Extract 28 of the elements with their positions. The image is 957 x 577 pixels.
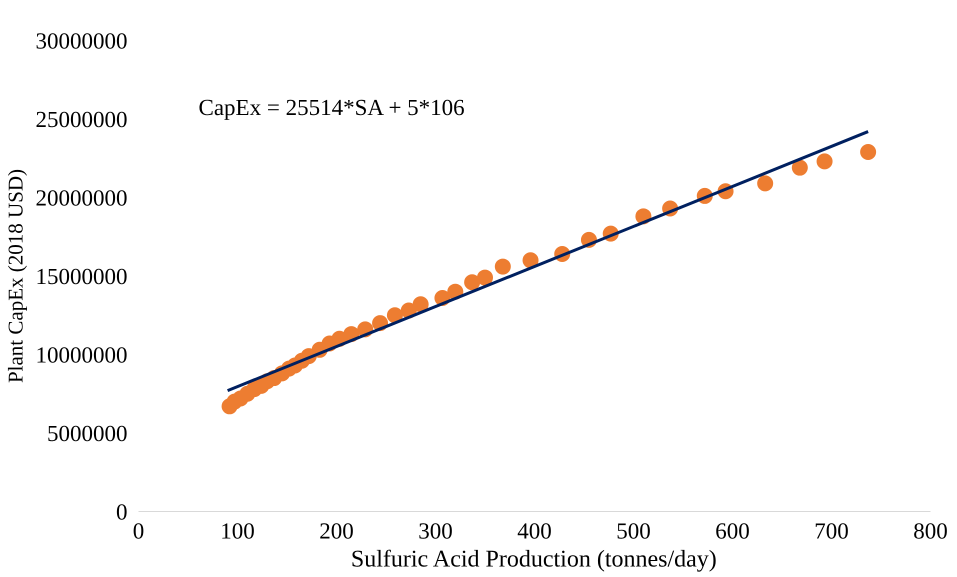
x-tick-label: 500 (616, 518, 651, 544)
y-tick-label: 30000000 (36, 28, 128, 54)
y-tick-label: 15000000 (36, 264, 128, 289)
y-tick-label: 10000000 (36, 342, 128, 368)
x-tick-label: 800 (913, 518, 948, 544)
x-axis-title: Sulfuric Acid Production (tonnes/day) (350, 546, 717, 572)
point (494, 258, 511, 275)
point (412, 296, 429, 312)
x-tick-label: 600 (715, 518, 750, 544)
point (477, 270, 493, 286)
y-tick-label: 5000000 (47, 421, 128, 446)
point (792, 160, 808, 176)
y-axis-title: Plant CapEx (2018 USD) (4, 168, 28, 384)
x-tick-label: 200 (319, 518, 354, 544)
point (757, 175, 774, 192)
x-tick-label: 700 (814, 518, 849, 544)
x-tick-label: 100 (220, 518, 255, 544)
y-tick-label: 0 (116, 500, 128, 524)
x-tick-label: 0 (132, 518, 144, 544)
point (816, 153, 833, 170)
y-tick-label: 25000000 (36, 107, 128, 132)
point (522, 252, 539, 268)
point (860, 144, 876, 160)
x-tick-label: 300 (418, 518, 453, 544)
annotation: CapEx = 25514*SA + 5*106 (198, 95, 465, 120)
y-tick-label: 20000000 (36, 186, 128, 210)
x-tick-label: 400 (517, 518, 552, 544)
point (464, 274, 480, 290)
